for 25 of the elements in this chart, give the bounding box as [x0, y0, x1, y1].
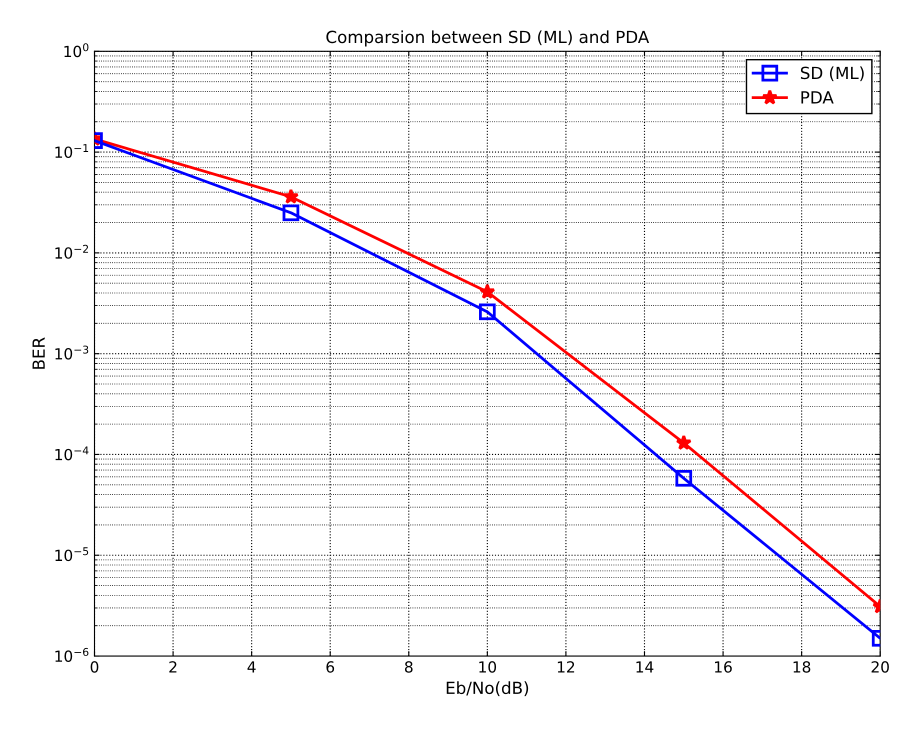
- y-axis-title: BER: [32, 337, 45, 369]
- x-tick-label: 0: [90, 661, 98, 673]
- point: [479, 284, 496, 299]
- x-axis-title: Eb/No(dB): [446, 681, 528, 696]
- point: [479, 304, 496, 320]
- y-tick-label: 10$^{−4}$: [55, 446, 88, 460]
- x-tick-label: 20: [872, 661, 889, 673]
- x-tick-label: 4: [248, 661, 256, 673]
- x-tick-label: 6: [326, 661, 334, 673]
- y-tick-label: 10$^{0}$: [64, 43, 88, 58]
- y-tick-label: 10$^{−2}$: [55, 244, 88, 259]
- x-tick-label: 8: [404, 661, 413, 673]
- x-tick-label: 14: [636, 661, 654, 673]
- y-tick-label: 10$^{−6}$: [55, 648, 88, 662]
- x-tick-label: 18: [794, 661, 810, 673]
- y-tick-label: 10$^{−5}$: [55, 547, 88, 562]
- y-tick-label: 10$^{−1}$: [55, 144, 88, 158]
- chart-title: Comparsion between SD (ML) and PDA: [326, 30, 650, 46]
- x-tick-label: 16: [715, 661, 732, 673]
- legend-label: PDA: [801, 91, 834, 104]
- legend-label: SD (ML): [800, 66, 864, 82]
- x-tick-label: 10: [479, 661, 496, 673]
- y-tick-label: 10$^{−3}$: [55, 346, 88, 360]
- x-tick-label: 2: [169, 661, 176, 673]
- x-tick-label: 12: [558, 661, 574, 673]
